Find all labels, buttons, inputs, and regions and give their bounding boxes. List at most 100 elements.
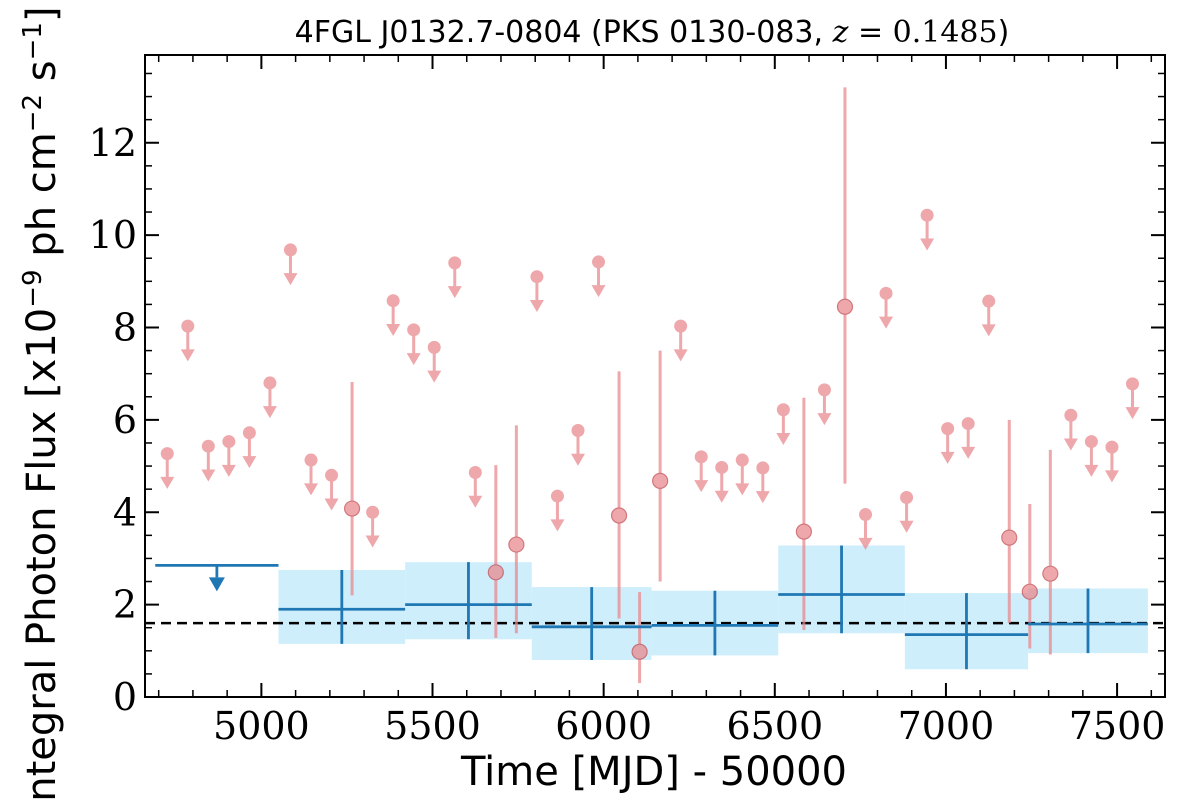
short-detection — [610, 371, 628, 619]
short-upper-limit-arrow — [673, 349, 688, 362]
long-bin-layer — [155, 545, 1148, 670]
short-upper-limit — [858, 508, 873, 550]
short-upper-limit-arrow — [981, 324, 996, 337]
short-upper-limit-point — [1125, 377, 1139, 391]
y-tick-label: 10 — [89, 213, 137, 257]
long-detection — [904, 593, 1029, 670]
y-axis-title-exp2: −2 — [18, 94, 48, 132]
x-tick-label: 6500 — [726, 704, 823, 748]
short-upper-limit — [755, 461, 770, 504]
short-upper-limit — [201, 439, 216, 482]
short-upper-limit — [981, 294, 996, 337]
short-detection-point — [1021, 583, 1038, 600]
y-axis-title-mid2: s — [19, 60, 65, 94]
short-upper-limit — [180, 319, 195, 362]
short-upper-limit-point — [859, 508, 873, 522]
short-upper-limit-arrow — [201, 469, 216, 482]
short-upper-limit-arrow — [735, 483, 750, 496]
short-upper-limit-arrow — [180, 349, 195, 362]
short-upper-limit-point — [427, 340, 441, 354]
short-upper-limit — [940, 422, 955, 464]
short-upper-limit-point — [735, 453, 749, 467]
short-upper-limit-point — [756, 461, 770, 475]
short-detection — [836, 87, 854, 484]
short-upper-limit — [324, 468, 339, 511]
short-upper-limit-point — [550, 489, 564, 503]
short-upper-limit-point — [961, 417, 975, 431]
short-upper-limit-arrow — [221, 464, 236, 477]
short-upper-limit-point — [386, 294, 400, 308]
short-upper-limit-arrow — [427, 370, 442, 383]
short-upper-limit-arrow — [406, 353, 421, 366]
short-upper-limit — [1063, 408, 1078, 451]
short-upper-limit-point — [468, 466, 482, 480]
y-tick-label: 2 — [113, 583, 137, 627]
axes-layer: 5000 5500 6000 6500 7000 7500 0 2 4 6 8 10 12 — [89, 54, 1166, 748]
short-upper-limit-point — [1105, 440, 1119, 454]
y-tick-label: 0 — [113, 675, 137, 719]
x-axis-title: Time [MJD] - 50000 — [460, 749, 847, 795]
short-upper-limit — [447, 256, 462, 299]
short-detection — [1001, 419, 1018, 624]
long-detection — [1028, 588, 1148, 654]
short-upper-limit-arrow — [570, 453, 585, 466]
short-upper-limit-arrow — [304, 483, 319, 496]
short-upper-limit-point — [776, 403, 790, 417]
short-upper-limit — [879, 286, 894, 329]
short-upper-limit — [1125, 377, 1140, 420]
short-upper-limit-arrow — [262, 406, 277, 419]
short-upper-limit-arrow — [879, 316, 894, 329]
short-upper-limit — [262, 376, 277, 419]
short-upper-limit — [961, 417, 976, 459]
short-detection — [508, 425, 525, 634]
short-detection-point — [1001, 529, 1018, 546]
x-tick-label: 5000 — [213, 704, 310, 748]
plot-frame — [144, 54, 1166, 698]
short-upper-limit-point — [674, 319, 688, 333]
short-upper-limit-point — [592, 255, 606, 269]
y-tick-label: 12 — [89, 121, 137, 165]
short-upper-limit-point — [879, 286, 893, 300]
chart-title-z-symbol: z — [832, 15, 849, 50]
short-upper-limit-arrow — [1125, 407, 1140, 420]
short-upper-limit-point — [900, 490, 914, 504]
short-upper-limit-arrow — [817, 413, 832, 426]
short-upper-limit — [714, 460, 729, 503]
short-upper-limit — [406, 323, 421, 366]
long-bin-bands — [278, 545, 1148, 670]
short-upper-limit-point — [817, 383, 831, 397]
x-tick-label: 7500 — [1069, 704, 1166, 748]
short-detection — [631, 592, 648, 684]
short-upper-limit-arrow — [940, 451, 955, 464]
short-upper-limit-arrow — [858, 537, 873, 550]
short-upper-limit-arrow — [776, 432, 791, 445]
short-upper-limit — [694, 450, 709, 493]
short-upper-limit — [283, 243, 298, 286]
short-upper-limit — [221, 435, 236, 477]
short-detection-point — [631, 643, 648, 660]
short-upper-limit-point — [201, 439, 215, 453]
short-upper-limit-point — [448, 256, 462, 270]
short-upper-limit-point — [715, 460, 729, 474]
short-upper-limit-point — [263, 376, 277, 390]
short-upper-limit — [386, 294, 401, 336]
y-axis-title: Integral Photon Flux [x10−9 ph cm−2 s−1] — [18, 6, 65, 800]
long-detection — [405, 562, 532, 640]
short-upper-limit-point — [181, 319, 195, 333]
short-upper-limit-arrow — [1063, 438, 1078, 451]
short-upper-limit — [591, 255, 606, 298]
short-upper-limit — [160, 447, 175, 489]
short-upper-limit-arrow — [550, 519, 565, 532]
chart-title-close: ) — [998, 15, 1010, 50]
long-detection — [778, 545, 905, 634]
short-upper-limit-arrow — [694, 480, 709, 493]
y-axis-title-suffix: ] — [19, 6, 65, 22]
short-upper-limit-point — [694, 450, 708, 464]
chart-title-main: 4FGL J0132.7-0804 (PKS 0130-083, — [295, 15, 833, 50]
long-detection — [531, 587, 652, 661]
short-upper-limit-point — [530, 270, 544, 284]
short-upper-limit-point — [304, 453, 318, 467]
short-bin-layer — [160, 87, 1140, 684]
short-upper-limit — [1084, 435, 1099, 477]
